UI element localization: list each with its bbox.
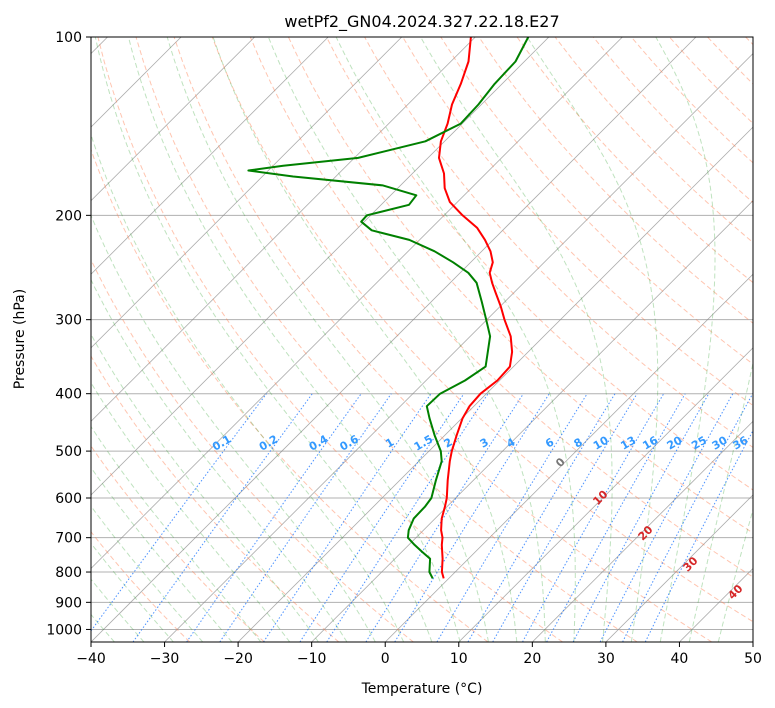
isotherm-line	[458, 347, 753, 642]
mixing-ratio-line	[546, 393, 686, 642]
dry-adiabat-line	[211, 37, 753, 623]
isotherm-line	[532, 420, 753, 642]
dry-adiabat-line	[91, 531, 191, 642]
mixing-ratio-line	[365, 393, 524, 642]
y-tick-label: 300	[55, 313, 82, 329]
x-tick-label: 20	[523, 651, 541, 667]
profiles	[247, 37, 530, 579]
x-tick-label: −40	[76, 651, 106, 667]
mixing-ratio-line	[622, 393, 753, 642]
mixing-ratio-line	[467, 393, 616, 642]
moist-adiabat-line	[267, 37, 546, 642]
y-axis-label: Pressure (hPa)	[12, 289, 28, 389]
y-tick-label: 600	[55, 491, 82, 507]
x-tick-label: −20	[223, 651, 253, 667]
moist-adiabat-line	[128, 37, 461, 642]
isotherm-line	[311, 200, 753, 642]
isotherm-line	[91, 37, 329, 275]
mixing-ratio-line	[91, 393, 267, 632]
moist-adiabats	[91, 37, 753, 642]
mixing-ratio-line	[436, 393, 588, 642]
isotherm-line	[91, 37, 403, 349]
mixing-ratio-lines	[91, 393, 753, 642]
isotherm-line	[605, 494, 753, 642]
moist-adiabat-line	[526, 37, 659, 642]
x-tick-label: 40	[671, 651, 689, 667]
y-tick-label: 900	[55, 595, 82, 611]
plot-frame	[90, 36, 754, 643]
isotherm-line	[91, 37, 623, 570]
dry-adiabat-line	[135, 37, 638, 642]
dry-adiabat-line	[91, 445, 265, 642]
isotherm-line	[91, 37, 476, 422]
x-tick-label: −10	[297, 651, 327, 667]
mixing-ratio-line	[572, 393, 710, 642]
mixing-ratio-line	[326, 393, 489, 642]
x-axis-label: Temperature (°C)	[361, 681, 483, 697]
y-tick-label: 700	[55, 531, 82, 547]
x-tick-label: −30	[150, 651, 180, 667]
mixing-ratio-line	[599, 393, 734, 642]
isotherm-line	[164, 52, 753, 642]
mixing-ratio-line	[263, 393, 432, 642]
chart-title: wetPf2_GN04.2024.327.22.18.E27	[284, 12, 559, 32]
x-tick-label: 50	[744, 651, 762, 667]
moist-adiabat-line	[91, 466, 233, 642]
isotherm-line	[237, 126, 753, 642]
y-tick-label: 400	[55, 387, 82, 403]
y-axis-ticks: 100 200 300 400 500 600 700 800 900 1000	[46, 30, 91, 638]
isotherm-line	[91, 37, 697, 642]
moist-adiabat-line	[91, 425, 262, 642]
dry-adiabat-line	[516, 37, 753, 284]
temperature-profile-line	[438, 37, 514, 579]
y-tick-label: 500	[55, 444, 82, 460]
dry-adiabat-line	[173, 37, 713, 642]
isotherm-line	[91, 37, 255, 202]
dry-adiabat-line	[249, 37, 753, 578]
x-tick-label: 0	[381, 651, 390, 667]
dry-adiabat-line	[91, 355, 340, 642]
dry-adiabat-line	[91, 148, 489, 642]
mixing-ratio-line	[492, 393, 638, 642]
y-tick-label: 800	[55, 565, 82, 581]
mixing-ratio-line	[644, 429, 753, 642]
dewpoint-profile-line	[247, 37, 530, 579]
mixing-ratio-line	[394, 393, 550, 642]
isotherm-grid	[91, 37, 753, 642]
moist-adiabat-line	[91, 133, 405, 642]
moist-adiabat-line	[688, 360, 753, 642]
moist-adiabat-line	[420, 37, 613, 642]
dry-adiabat-line	[326, 37, 753, 491]
y-tick-label: 100	[55, 30, 82, 46]
mixing-ratio-line	[186, 393, 362, 642]
plot-area: 0.1 0.2 0.4 0.6 1 1.5 2 3 4 6 8 10 13 16 20 25 30 3610203…	[91, 37, 753, 642]
x-axis-ticks: −40 −30 −20 −10 0 10 20 30 40 50	[76, 642, 762, 667]
x-tick-label: 10	[450, 651, 468, 667]
moist-adiabat-line	[717, 507, 753, 642]
dry-adiabat-line	[91, 258, 414, 642]
isotherm-line	[91, 37, 550, 496]
dry-adiabat-line	[97, 37, 563, 642]
y-tick-label: 1000	[46, 622, 82, 638]
moist-adiabat-line	[94, 37, 433, 642]
moist-adiabat-line	[91, 278, 348, 642]
moist-adiabat-line	[212, 37, 518, 642]
mixing-ratio-line	[522, 393, 665, 642]
moist-adiabat-line	[91, 214, 376, 642]
dry-adiabat-line	[402, 37, 753, 407]
moist-adiabat-line	[655, 37, 716, 642]
y-tick-label: 200	[55, 208, 82, 224]
moist-adiabat-line	[91, 333, 319, 642]
isotherm-line	[384, 273, 753, 642]
isobar-grid	[91, 37, 753, 630]
dry-adiabat-line	[478, 37, 753, 324]
x-tick-label: 30	[597, 651, 615, 667]
dry-adiabats	[91, 37, 753, 642]
